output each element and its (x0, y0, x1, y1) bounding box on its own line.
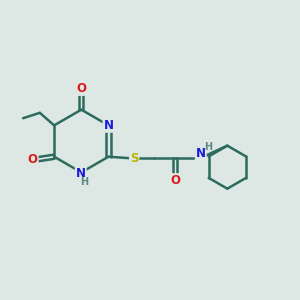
Text: S: S (130, 152, 138, 165)
Text: N: N (196, 147, 206, 160)
Text: H: H (204, 142, 212, 152)
Text: N: N (76, 167, 86, 180)
Text: O: O (28, 153, 38, 166)
Text: O: O (170, 174, 180, 187)
Text: H: H (80, 177, 88, 187)
Text: O: O (76, 82, 86, 95)
Text: N: N (103, 119, 113, 132)
